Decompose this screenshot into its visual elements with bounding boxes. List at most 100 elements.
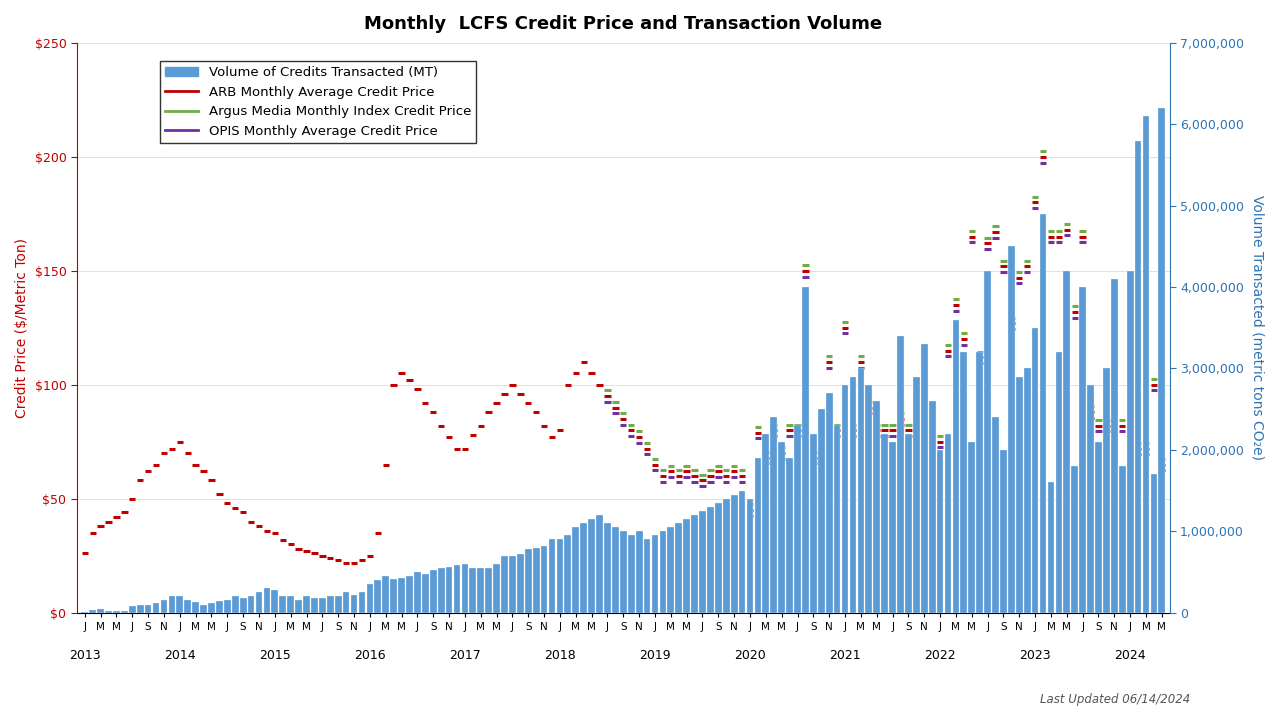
- Bar: [137, 606, 143, 613]
- Bar: [311, 598, 317, 613]
- Bar: [920, 344, 928, 613]
- Bar: [1096, 442, 1102, 613]
- Bar: [540, 546, 548, 613]
- Bar: [676, 523, 682, 613]
- Bar: [977, 352, 983, 613]
- Bar: [945, 433, 951, 613]
- Bar: [129, 606, 136, 613]
- Bar: [992, 418, 998, 613]
- Bar: [699, 511, 705, 613]
- Bar: [833, 426, 841, 613]
- Bar: [952, 320, 959, 613]
- Bar: [778, 442, 785, 613]
- Bar: [628, 536, 635, 613]
- Bar: [549, 539, 556, 613]
- Bar: [113, 611, 120, 613]
- Bar: [858, 369, 864, 613]
- Bar: [319, 598, 325, 613]
- Bar: [969, 442, 975, 613]
- Bar: [913, 377, 920, 613]
- Bar: [937, 450, 943, 613]
- Bar: [596, 515, 603, 613]
- Bar: [502, 556, 508, 613]
- Bar: [271, 590, 278, 613]
- Bar: [248, 596, 255, 613]
- Bar: [684, 519, 690, 613]
- Bar: [1000, 450, 1007, 613]
- Bar: [406, 576, 413, 613]
- Bar: [200, 605, 207, 613]
- Text: 2019: 2019: [639, 649, 671, 662]
- Bar: [881, 433, 888, 613]
- Text: 2018: 2018: [544, 649, 576, 662]
- Bar: [794, 426, 801, 613]
- Bar: [746, 499, 754, 613]
- Bar: [1024, 369, 1030, 613]
- Bar: [485, 568, 492, 613]
- Text: 2015: 2015: [259, 649, 291, 662]
- Bar: [1056, 352, 1062, 613]
- Bar: [564, 536, 571, 613]
- Bar: [90, 611, 96, 613]
- Bar: [177, 596, 183, 613]
- Bar: [462, 564, 468, 613]
- Bar: [1103, 369, 1110, 613]
- Bar: [873, 401, 881, 613]
- Bar: [850, 377, 856, 613]
- Bar: [256, 593, 262, 613]
- Bar: [667, 527, 675, 613]
- Bar: [716, 503, 722, 613]
- Text: Last Updated 06/14/2024: Last Updated 06/14/2024: [1041, 693, 1190, 706]
- Bar: [383, 576, 389, 613]
- Bar: [160, 600, 168, 613]
- Bar: [1134, 140, 1142, 613]
- Bar: [589, 519, 595, 613]
- Bar: [122, 611, 128, 613]
- Bar: [390, 578, 397, 613]
- Bar: [517, 554, 524, 613]
- Bar: [1064, 271, 1070, 613]
- Bar: [532, 548, 540, 613]
- Bar: [525, 549, 531, 613]
- Bar: [224, 600, 230, 613]
- Bar: [1143, 116, 1149, 613]
- Bar: [287, 596, 294, 613]
- Bar: [810, 433, 817, 613]
- Text: 2016: 2016: [355, 649, 385, 662]
- Bar: [691, 515, 698, 613]
- Text: 2023: 2023: [1019, 649, 1051, 662]
- Bar: [343, 593, 349, 613]
- Bar: [209, 603, 215, 613]
- Bar: [612, 527, 618, 613]
- Y-axis label: Volume Transacted (metric tons CO₂e): Volume Transacted (metric tons CO₂e): [1251, 195, 1265, 460]
- Bar: [296, 600, 302, 613]
- Bar: [335, 596, 342, 613]
- Bar: [184, 600, 191, 613]
- Bar: [326, 596, 334, 613]
- Bar: [1158, 108, 1165, 613]
- Bar: [1007, 246, 1015, 613]
- Bar: [279, 596, 287, 613]
- Bar: [644, 539, 650, 613]
- Bar: [842, 384, 849, 613]
- Bar: [739, 490, 745, 613]
- Bar: [1111, 279, 1117, 613]
- Bar: [707, 507, 714, 613]
- Bar: [620, 531, 627, 613]
- Bar: [493, 564, 500, 613]
- Bar: [239, 598, 247, 613]
- Bar: [865, 384, 872, 613]
- Bar: [430, 570, 436, 613]
- Bar: [375, 580, 381, 613]
- Bar: [897, 336, 904, 613]
- Bar: [636, 531, 643, 613]
- Bar: [509, 556, 516, 613]
- Bar: [890, 442, 896, 613]
- Bar: [763, 433, 769, 613]
- Bar: [604, 523, 611, 613]
- Bar: [1079, 287, 1085, 613]
- Bar: [192, 602, 198, 613]
- Bar: [216, 601, 223, 613]
- Bar: [82, 612, 88, 613]
- Bar: [557, 539, 563, 613]
